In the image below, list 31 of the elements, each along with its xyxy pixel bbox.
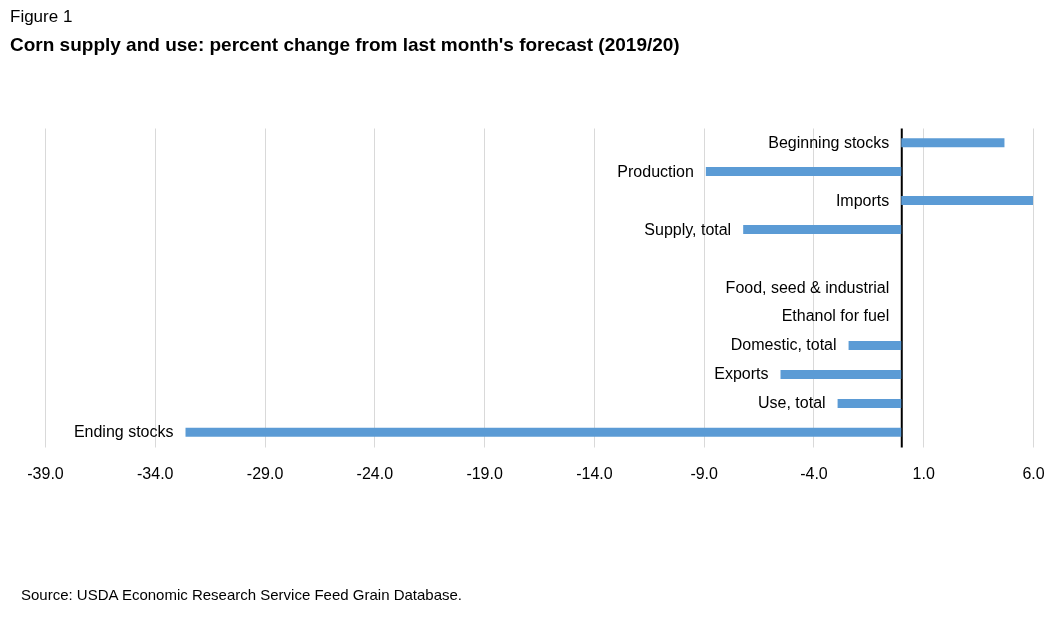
bar xyxy=(780,369,902,379)
y-tick-label: Ending stocks xyxy=(73,423,174,441)
y-tick-label: Beginning stocks xyxy=(768,133,890,151)
y-tick-label: Supply, total xyxy=(644,220,732,238)
bar xyxy=(901,138,1005,148)
x-tick-label: -34.0 xyxy=(137,464,174,482)
x-tick-label: 1.0 xyxy=(912,464,935,482)
chart-subtitle: Figure 1 xyxy=(10,7,73,27)
bar xyxy=(743,225,902,235)
y-tick-label: Use, total xyxy=(758,394,826,412)
bar xyxy=(837,398,902,408)
y-tick-label: Food, seed & industrial xyxy=(725,278,890,296)
y-tick-label: Production xyxy=(617,162,694,180)
x-tick-label: -24.0 xyxy=(356,464,394,482)
bar xyxy=(705,167,902,177)
x-tick-label: -9.0 xyxy=(690,464,719,482)
x-tick-label: -29.0 xyxy=(246,464,284,482)
x-tick-label: -39.0 xyxy=(27,464,64,482)
x-tick-label: 6.0 xyxy=(1022,464,1045,482)
chart-title: Corn supply and use: percent change from last month's forecast (2019/20) xyxy=(10,34,680,56)
x-tick-label: -4.0 xyxy=(800,464,828,482)
bar xyxy=(848,340,902,350)
x-tick-label: -14.0 xyxy=(576,464,613,482)
y-tick-label: Domestic, total xyxy=(730,336,837,354)
x-tick-label: -19.0 xyxy=(466,464,503,482)
source-note: Source: USDA Economic Research Service Feed Grain Database. xyxy=(21,586,463,603)
y-tick-label: Exports xyxy=(714,365,769,383)
y-tick-label: Imports xyxy=(835,191,890,209)
bar xyxy=(185,427,902,437)
y-tick-label: Ethanol for fuel xyxy=(781,307,890,325)
bar xyxy=(901,196,1033,206)
